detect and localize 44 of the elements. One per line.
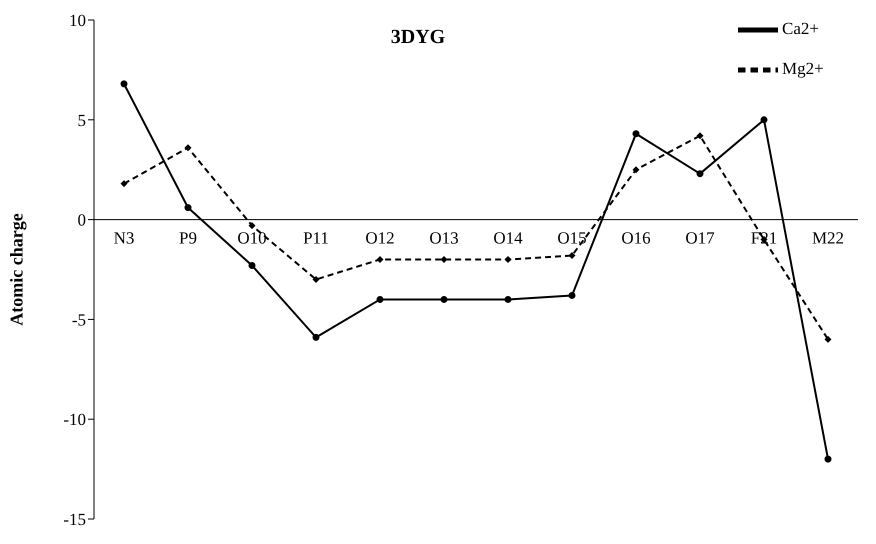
x-tick-label: O15 (557, 228, 587, 248)
y-tick-label: -5 (72, 310, 86, 330)
y-tick-label: 0 (78, 210, 86, 230)
point (824, 456, 832, 463)
point (248, 262, 256, 270)
point (568, 292, 576, 299)
point (376, 256, 384, 264)
x-tick-label: O17 (685, 228, 716, 248)
point (632, 166, 640, 174)
x-tick-label: P11 (303, 228, 329, 248)
point (504, 296, 512, 303)
point (312, 334, 320, 341)
y-axis-title: Atomic charge (6, 213, 26, 326)
y-tick-label: 10 (69, 11, 86, 30)
point (312, 276, 320, 283)
point (632, 130, 640, 138)
point (824, 336, 832, 343)
point (440, 256, 448, 264)
point (376, 296, 384, 303)
point (696, 170, 704, 178)
point (568, 252, 576, 260)
point (120, 80, 128, 88)
x-tick-label: O16 (621, 228, 651, 248)
point (760, 116, 768, 124)
y-tick-label: -10 (63, 410, 86, 430)
x-tick-label: O13 (429, 228, 459, 248)
x-tick-label: O14 (493, 228, 524, 248)
x-tick-label: O10 (237, 228, 267, 248)
y-tick-label: 5 (78, 110, 86, 130)
x-tick-label: O12 (365, 228, 395, 248)
x-tick-label: P9 (179, 228, 197, 248)
y-tick-label: -15 (63, 510, 86, 530)
point (696, 132, 704, 140)
x-tick-label: N3 (114, 228, 134, 248)
point (440, 296, 448, 303)
legend-label: Ca2+ (782, 18, 819, 38)
point (248, 222, 256, 230)
point (120, 180, 128, 188)
point (184, 144, 192, 152)
legend-label: Mg2+ (782, 58, 824, 78)
x-tick-label: M22 (812, 228, 844, 248)
point (504, 256, 512, 264)
point (184, 204, 192, 212)
chart-title: 3DYG (390, 26, 446, 48)
